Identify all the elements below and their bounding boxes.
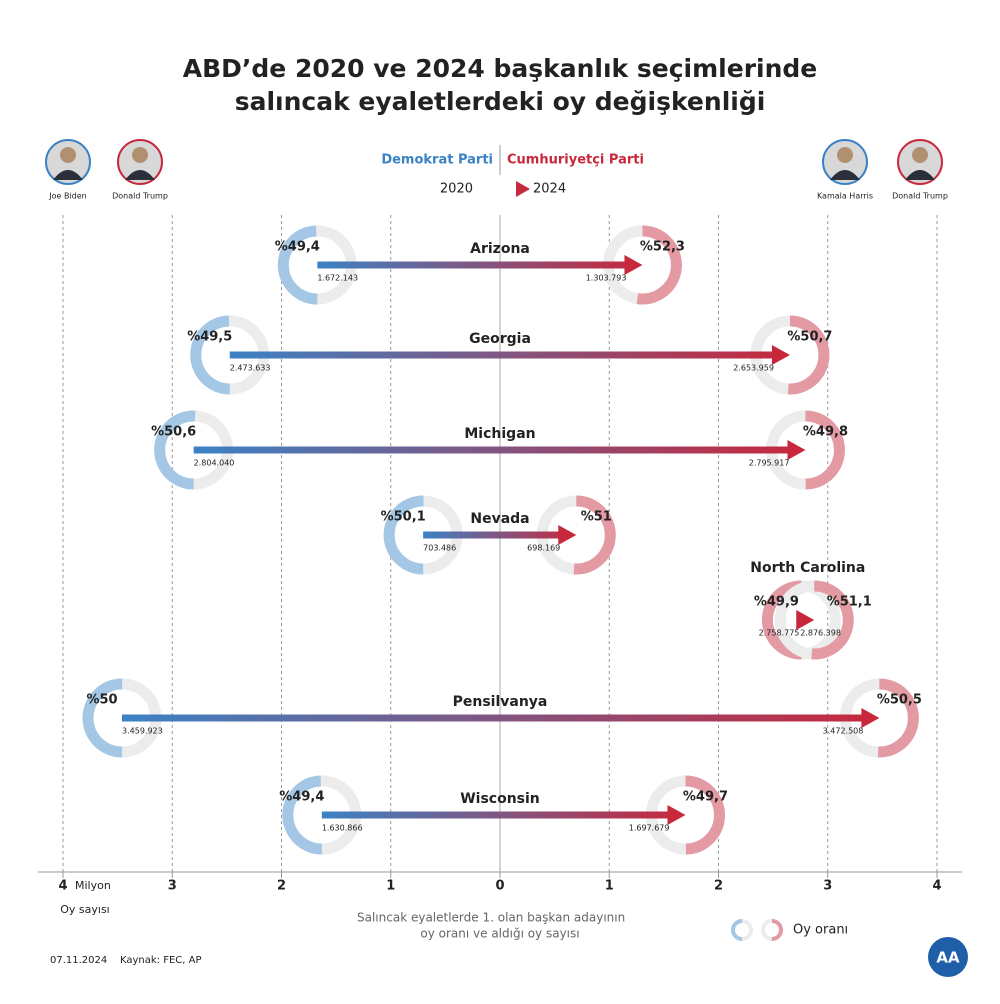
vote-label: 2.653.959 [733, 364, 774, 373]
candidate-body [53, 170, 83, 180]
vote-label: 1.303.793 [586, 274, 627, 283]
arrowhead [667, 805, 686, 825]
candidate-name: Donald Trump [892, 192, 948, 201]
state-name: Arizona [470, 241, 530, 257]
vote-label: 2.795.917 [749, 459, 790, 468]
title: ABD’de 2020 ve 2024 başkanlık seçimlerin… [183, 54, 818, 83]
ring-arc [839, 678, 919, 758]
state-name: Nevada [470, 511, 529, 527]
vote-label: 2.758.775 [759, 629, 800, 638]
state-name: Michigan [464, 426, 535, 442]
note: Salıncak eyaletlerde 1. olan başkan aday… [357, 911, 625, 925]
x-axis-label: Oy sayısı [60, 903, 110, 916]
candidate-head [837, 147, 853, 163]
arrowhead [558, 525, 577, 545]
legend-dem: Demokrat Parti [381, 153, 493, 168]
logo: AA [936, 949, 960, 967]
ring-arc [277, 225, 357, 305]
x-tick-label: 1 [605, 879, 614, 894]
legend-rep: Cumhuriyetçi Parti [507, 153, 644, 168]
arrowhead [624, 255, 643, 275]
ring-arc [602, 225, 682, 305]
legend-from: 2020 [440, 182, 473, 197]
logo-badge [928, 937, 968, 977]
arrowhead [796, 610, 815, 630]
candidate-head [132, 147, 148, 163]
candidate-name: Kamala Harris [817, 192, 873, 201]
ring-arc [774, 580, 854, 660]
legend-to: 2024 [533, 182, 566, 197]
candidate-head [60, 147, 76, 163]
ring-arc [190, 315, 270, 395]
vote-label: 2.804.040 [194, 459, 235, 468]
state-name: North Carolina [750, 560, 865, 576]
pct-label: %50,1 [381, 510, 426, 525]
candidate-head [912, 147, 928, 163]
vote-label: 1.630.866 [322, 824, 363, 833]
footer-date: 07.11.2024 [50, 955, 107, 966]
candidate-body [125, 170, 155, 180]
pct-label: %49,4 [275, 240, 320, 255]
vote-label: 1.672.143 [317, 274, 358, 283]
arrowhead [771, 345, 790, 365]
arrowhead [787, 440, 806, 460]
ring-arc [82, 678, 162, 758]
pct-label: %50 [86, 693, 117, 708]
legend-ring [761, 919, 783, 941]
pct-label: %49,5 [187, 330, 232, 345]
candidate-body [905, 170, 935, 180]
legend-ring [731, 919, 753, 941]
state-name: Wisconsin [460, 791, 540, 807]
vote-label: 1.697.679 [629, 824, 670, 833]
ring-arc [282, 775, 362, 855]
x-tick-label: 3 [823, 879, 832, 894]
pct-label: %49,9 [754, 595, 799, 610]
candidate-name: Joe Biden [48, 192, 87, 201]
state-name: Pensilvanya [453, 694, 548, 710]
ring-arc [765, 410, 845, 490]
vote-label: 2.876.398 [800, 629, 841, 638]
pct-label: %50,5 [877, 693, 922, 708]
title: salıncak eyaletlerdeki oy değişkenliği [235, 87, 766, 116]
pct-label: %52,3 [640, 240, 685, 255]
vote-label: 2.473.633 [230, 364, 271, 373]
vote-label: 698.169 [527, 544, 560, 553]
ring-arc [154, 410, 234, 490]
x-tick-label: 4 [932, 879, 941, 894]
vote-label: 3.459.923 [122, 727, 163, 736]
note: oy oranı ve aldığı oy sayısı [420, 927, 579, 941]
vote-label: 3.472.508 [823, 727, 864, 736]
x-tick-label: 1 [386, 879, 395, 894]
x-tick-label: 3 [168, 879, 177, 894]
candidate-body [830, 170, 860, 180]
ring-arc [383, 495, 463, 575]
x-unit: Milyon [75, 879, 111, 892]
ring-legend: Oy oranı [793, 923, 848, 938]
pct-label: %49,7 [683, 790, 728, 805]
footer-source: Kaynak: FEC, AP [120, 955, 202, 966]
pct-label: %49,8 [803, 425, 848, 440]
x-tick-label: 2 [714, 879, 723, 894]
ring-arc [645, 775, 725, 855]
ring-arc [536, 495, 616, 575]
x-tick-label: 0 [495, 879, 504, 894]
candidate-name: Donald Trump [112, 192, 168, 201]
legend-arrowhead [516, 181, 530, 197]
pct-label: %50,7 [787, 330, 832, 345]
pct-label: %49,4 [279, 790, 324, 805]
x-tick-label: 4 [58, 879, 67, 894]
pct-label: %50,6 [151, 425, 196, 440]
vote-label: 703.486 [423, 544, 456, 553]
state-name: Georgia [469, 331, 531, 347]
ring-arc [750, 315, 830, 395]
pct-label: %51 [581, 510, 612, 525]
x-tick-label: 2 [277, 879, 286, 894]
pct-label: %51,1 [827, 595, 872, 610]
arrowhead [861, 708, 880, 728]
